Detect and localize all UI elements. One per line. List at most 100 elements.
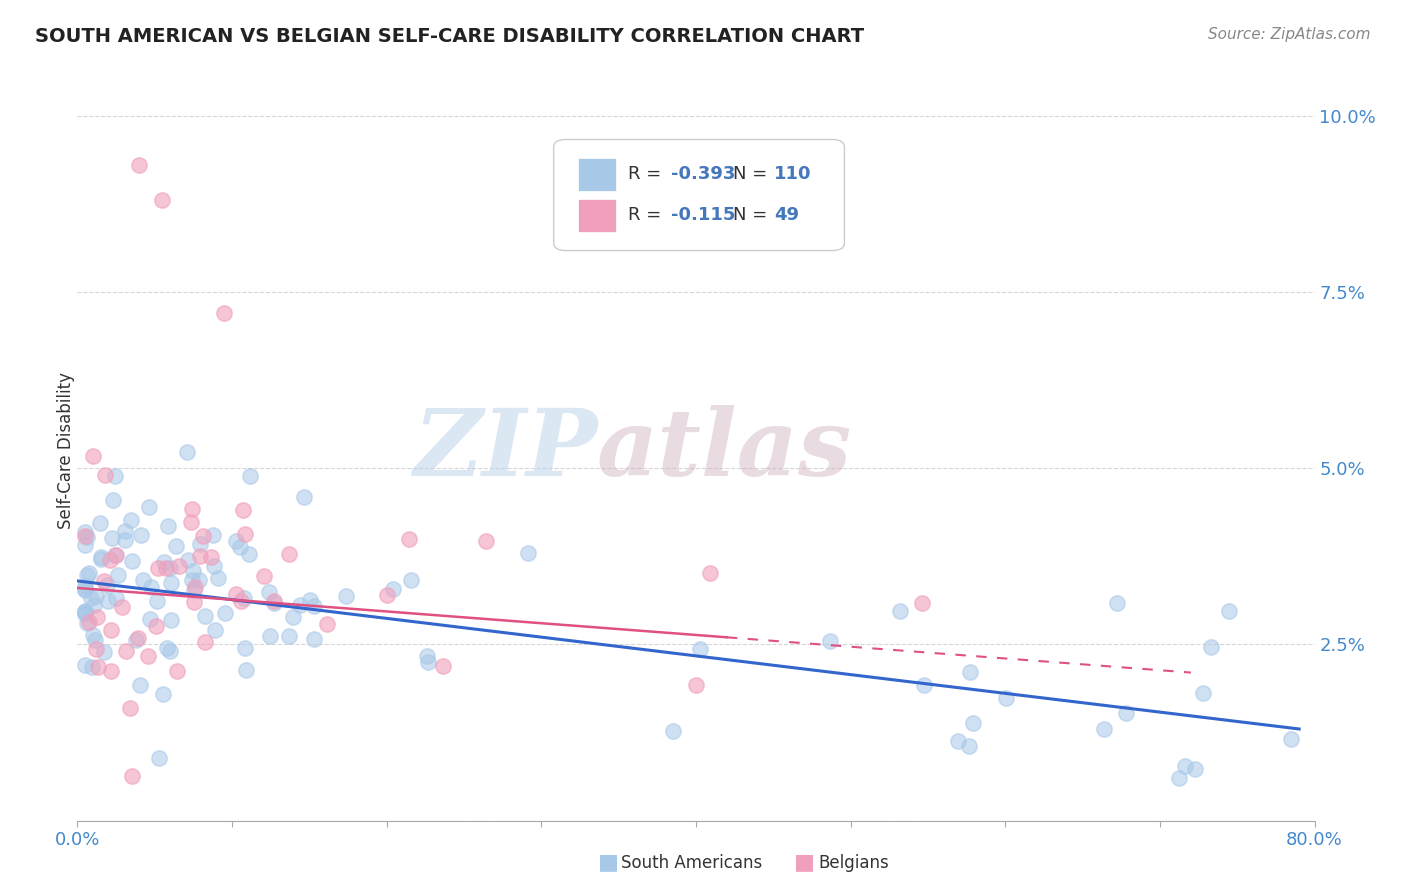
Point [1192, 685, 1215, 699]
Point [97, 593, 120, 607]
Point [104, 591, 127, 605]
Point [207, 571, 229, 585]
Point [96, 577, 118, 591]
Point [259, 629, 281, 643]
Point [107, 567, 129, 582]
Point [229, 541, 252, 555]
Point [128, 158, 150, 172]
Point [232, 591, 254, 605]
Point [214, 306, 236, 320]
Point [194, 634, 217, 648]
Text: ■: ■ [794, 853, 815, 872]
Point [191, 528, 214, 542]
Point [239, 469, 262, 483]
Point [1184, 762, 1206, 776]
Point [432, 658, 454, 673]
Point [84, 589, 107, 603]
Point [136, 648, 159, 663]
Point [235, 663, 257, 677]
Point [103, 493, 125, 508]
Point [1201, 640, 1223, 654]
Point [84, 642, 107, 657]
Point [911, 596, 934, 610]
Point [299, 593, 322, 607]
Point [75, 525, 96, 540]
Point [125, 632, 148, 647]
Point [202, 559, 225, 574]
Point [235, 527, 257, 541]
Point [87, 660, 110, 674]
Point [75, 538, 96, 552]
Point [82, 449, 104, 463]
Point [138, 500, 160, 514]
Point [79, 566, 101, 581]
Point [1115, 706, 1137, 720]
Point [214, 607, 236, 621]
Point [76, 615, 98, 630]
Point [1174, 759, 1197, 773]
Point [114, 524, 136, 538]
Text: Source: ZipAtlas.com: Source: ZipAtlas.com [1208, 27, 1371, 42]
Point [263, 594, 285, 608]
Point [253, 569, 276, 583]
Point [146, 594, 169, 608]
Text: Belgians: Belgians [818, 854, 889, 871]
Point [155, 641, 177, 656]
Point [416, 656, 439, 670]
Point [381, 582, 404, 597]
Point [1279, 732, 1302, 747]
Point [398, 532, 420, 546]
Point [375, 588, 398, 602]
Point [184, 580, 207, 594]
Point [475, 533, 498, 548]
Point [818, 634, 841, 648]
Point [685, 678, 707, 692]
Point [152, 687, 174, 701]
Point [75, 582, 96, 597]
Text: 110: 110 [773, 165, 811, 183]
Point [127, 632, 149, 646]
Text: 49: 49 [773, 206, 799, 224]
Point [959, 665, 981, 679]
Point [946, 734, 969, 748]
Point [104, 469, 127, 483]
Point [77, 615, 100, 629]
Point [181, 502, 204, 516]
Point [995, 691, 1018, 706]
Point [157, 519, 180, 533]
Point [176, 444, 198, 458]
Point [82, 660, 104, 674]
Point [100, 664, 122, 678]
Point [153, 555, 176, 569]
Point [294, 491, 316, 505]
Point [957, 739, 980, 753]
Bar [578, 158, 616, 191]
Point [98, 553, 121, 567]
Point [93, 574, 115, 588]
Point [662, 723, 685, 738]
Point [316, 617, 339, 632]
Point [401, 573, 423, 587]
Point [159, 561, 181, 575]
Text: atlas: atlas [598, 406, 852, 495]
Point [304, 599, 326, 614]
Point [160, 576, 183, 591]
Point [278, 629, 301, 643]
Text: South Americans: South Americans [621, 854, 762, 871]
Point [183, 583, 205, 598]
Point [278, 547, 301, 561]
Point [120, 513, 142, 527]
Point [160, 613, 183, 627]
Point [84, 633, 107, 648]
Point [689, 642, 711, 657]
Point [283, 609, 305, 624]
Point [152, 193, 174, 207]
Point [93, 468, 115, 483]
Point [263, 596, 285, 610]
Point [229, 594, 252, 608]
Point [155, 561, 177, 575]
Point [90, 550, 112, 565]
Point [416, 648, 439, 663]
Point [202, 528, 225, 542]
Point [120, 701, 142, 715]
